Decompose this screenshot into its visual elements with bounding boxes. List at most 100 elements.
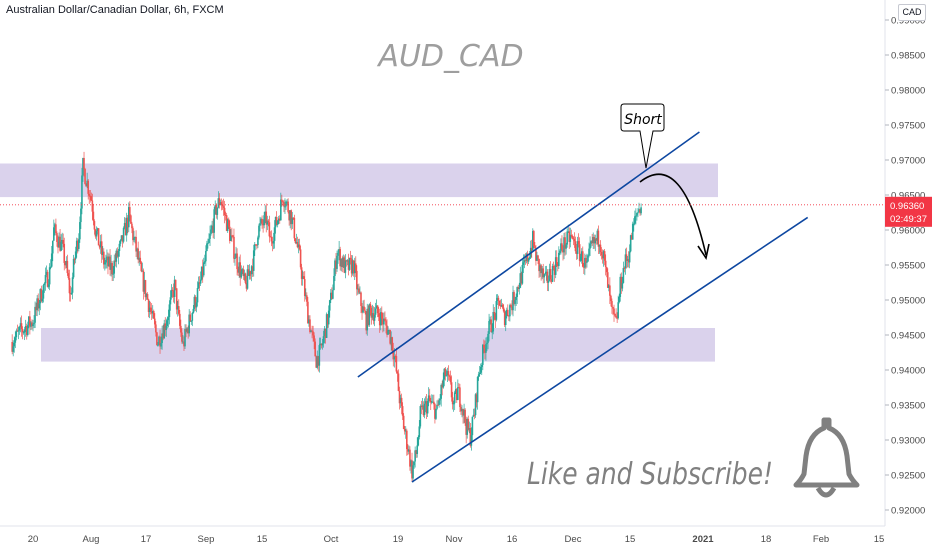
y-tick-label: 0.96500 <box>891 191 925 202</box>
candle-body <box>150 311 153 314</box>
candle-body <box>439 398 441 401</box>
candle-body <box>32 324 34 327</box>
candle-body <box>336 255 338 269</box>
candle-body <box>445 375 448 377</box>
candle-body <box>220 202 223 205</box>
x-tick-label: Dec <box>565 534 582 545</box>
candle-body <box>339 249 341 267</box>
candle-body <box>628 251 631 263</box>
candle-body <box>218 198 221 205</box>
candle-body <box>79 222 81 240</box>
candle-body <box>363 306 365 311</box>
candle-body <box>459 387 461 408</box>
candle-body <box>207 242 209 244</box>
candle-body <box>423 403 426 416</box>
candle-body <box>212 225 214 233</box>
candle-body <box>508 315 510 317</box>
candle-body <box>230 235 232 241</box>
candle-body <box>513 292 515 304</box>
y-tick-label: 0.94500 <box>891 331 925 342</box>
short-label: Short <box>624 112 662 128</box>
candle-body <box>389 330 391 344</box>
candle-body <box>612 306 614 309</box>
candle-body <box>281 199 283 202</box>
candle-body <box>105 260 107 263</box>
candle-body <box>14 337 17 343</box>
projection-arc <box>639 173 707 256</box>
candle-body <box>92 211 95 222</box>
candle-body <box>47 284 50 287</box>
candle-body <box>163 323 165 339</box>
candle-body <box>162 333 164 339</box>
candle-body <box>396 371 399 374</box>
candle-body <box>543 274 546 278</box>
candle-body <box>395 356 398 372</box>
candle-body <box>351 260 354 274</box>
candle-body <box>598 244 601 247</box>
candle-body <box>432 401 434 403</box>
candle-body <box>519 273 522 288</box>
candle-body <box>467 418 470 430</box>
candle-body <box>51 240 54 254</box>
candle-body <box>461 408 463 412</box>
candle-body <box>145 294 148 298</box>
candle-body <box>474 394 477 416</box>
candle-body <box>168 304 171 318</box>
candle-body <box>421 405 424 407</box>
candle-body <box>337 252 339 256</box>
candle-body <box>333 275 335 291</box>
candle-body <box>455 389 458 401</box>
candle-body <box>341 258 344 268</box>
candle-body <box>460 407 462 412</box>
candle-body <box>398 390 401 404</box>
candle-body <box>606 272 609 288</box>
candle-body <box>391 337 394 351</box>
candle-body <box>133 237 135 241</box>
candle-body <box>140 262 143 272</box>
candle-body <box>115 250 118 262</box>
candle-body <box>141 270 144 272</box>
candle-body <box>78 239 80 249</box>
candle-body <box>70 292 73 294</box>
candle-body <box>538 258 540 272</box>
y-tick-label: 0.98500 <box>891 51 925 62</box>
candle-body <box>374 308 377 315</box>
candle-body <box>447 371 450 376</box>
x-tick-label: Feb <box>813 534 829 545</box>
candle-body <box>12 346 15 352</box>
candle-body <box>547 280 550 283</box>
candle-body <box>35 306 37 311</box>
candle-body <box>63 243 66 263</box>
candle-body <box>147 299 150 312</box>
y-tick-label: 0.93500 <box>891 401 925 412</box>
candle-body <box>605 267 608 273</box>
candle-body <box>638 209 640 213</box>
candle-body <box>198 282 201 284</box>
candle-body <box>284 206 286 208</box>
candle-body <box>411 460 413 479</box>
candle-body <box>111 262 113 275</box>
candle-body <box>302 276 305 280</box>
candle-body <box>293 217 296 239</box>
currency-unit-button[interactable]: CAD <box>898 4 926 21</box>
candle-body <box>360 292 362 306</box>
candle-body <box>490 319 492 333</box>
candle-body <box>635 215 637 217</box>
candle-body <box>408 449 410 452</box>
candle-body <box>464 409 466 423</box>
candle-body <box>209 233 211 239</box>
candle-body <box>221 204 224 207</box>
candle-body <box>438 400 440 405</box>
candle-body <box>466 418 469 435</box>
candle-body <box>500 304 503 307</box>
candle-body <box>522 262 525 265</box>
candle-body <box>61 239 63 242</box>
candle-body <box>185 329 187 332</box>
candle-body <box>505 309 508 317</box>
candle-body <box>316 356 319 368</box>
candle-body <box>595 238 598 241</box>
candle-body <box>189 314 192 321</box>
candle-body <box>414 450 416 462</box>
